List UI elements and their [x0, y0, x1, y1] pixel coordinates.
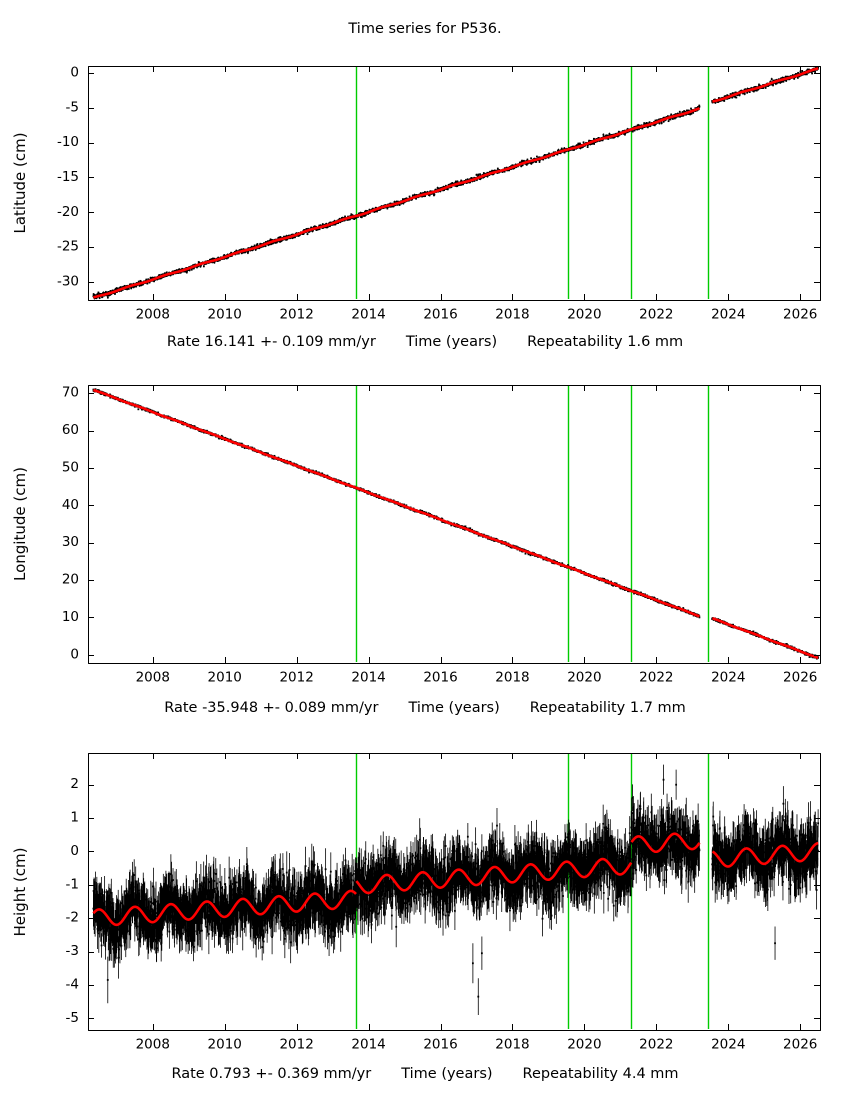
latitude-caption: Rate 16.141 +- 0.109 mm/yr Time (years) … — [0, 334, 850, 350]
latitude-axis-label: Latitude (cm) — [11, 132, 29, 234]
latitude-rate-text: Rate 16.141 +- 0.109 mm/yr — [166, 334, 376, 350]
longitude-rate-text: Rate -35.948 +- 0.089 mm/yr — [164, 700, 379, 716]
longitude-axis-label: Longitude (cm) — [11, 467, 29, 581]
height-axis-label: Height (cm) — [11, 847, 29, 937]
height-repeatability-text: Repeatability 4.4 mm — [522, 1066, 679, 1082]
longitude-xaxis-label: Time (years) — [408, 700, 500, 716]
chart-title: Time series for P536. — [348, 21, 502, 37]
longitude-plot-canvas — [0, 375, 850, 693]
height-plot-canvas — [0, 743, 850, 1060]
latitude-xaxis-label: Time (years) — [405, 334, 498, 350]
height-rate-text: Rate 0.793 +- 0.369 mm/yr — [171, 1066, 372, 1082]
height-caption: Rate 0.793 +- 0.369 mm/yr Time (years) R… — [0, 1066, 850, 1082]
longitude-caption: Rate -35.948 +- 0.089 mm/yr Time (years)… — [0, 700, 850, 716]
latitude-repeatability-text: Repeatability 1.6 mm — [527, 334, 684, 350]
longitude-repeatability-text: Repeatability 1.7 mm — [529, 700, 686, 716]
latitude-plot-canvas — [0, 56, 850, 330]
height-xaxis-label: Time (years) — [401, 1066, 493, 1082]
